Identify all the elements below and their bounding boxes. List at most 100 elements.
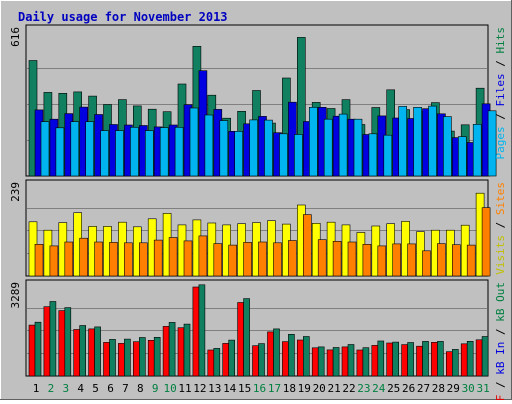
legend-hits: Hits (494, 27, 507, 54)
bar-kb-out-day-15 (243, 298, 250, 377)
bar-kb-out-day-27 (422, 341, 429, 377)
bar-pages-day-9 (159, 127, 169, 177)
legend-pages: Pages (494, 126, 507, 159)
bar-kb-out-day-19 (302, 336, 310, 377)
x-tick-label: 23 (357, 382, 370, 395)
bar-kb-f-day-17 (267, 331, 274, 377)
bar-pages-day-5 (100, 130, 109, 177)
bar-sites-day-25 (392, 243, 402, 277)
bar-sites-day-7 (124, 242, 133, 277)
bar-kb-out-day-5 (94, 326, 101, 377)
bar-pages-day-23 (368, 133, 378, 177)
x-tick-label: 22 (342, 382, 355, 395)
bar-kb-f-day-24 (371, 345, 379, 377)
bar-kb-f-day-7 (118, 343, 125, 377)
bar-sites-day-29 (451, 244, 461, 277)
bar-pages-day-10 (174, 127, 184, 177)
bar-pages-day-3 (70, 121, 80, 177)
bar-kb-out-day-6 (109, 339, 116, 377)
bar-kb-f-day-11 (177, 327, 185, 377)
bar-pages-day-18 (294, 134, 303, 177)
bar-kb-f-day-25 (386, 342, 394, 377)
x-tick-label: 31 (476, 382, 489, 395)
bar-pages-day-26 (413, 107, 422, 177)
bar-kb-out-day-30 (466, 340, 474, 377)
x-tick-label: 21 (327, 382, 340, 395)
bar-sites-day-28 (437, 243, 446, 277)
bar-pages-day-4 (85, 121, 94, 177)
x-tick-label: 27 (417, 382, 430, 395)
bar-kb-f-day-5 (88, 328, 95, 377)
bar-kb-f-day-10 (162, 326, 170, 377)
bar-sites-day-11 (183, 240, 193, 277)
bar-pages-day-17 (279, 133, 288, 177)
bar-pages-day-16 (264, 119, 273, 177)
bar-kb-f-day-29 (445, 351, 453, 377)
legend-separator: / (494, 375, 507, 395)
x-tick-label: 5 (92, 382, 99, 395)
bar-kb-f-day-20 (311, 347, 319, 377)
bar-sites-day-20 (317, 239, 327, 277)
bar-kb-f-day-23 (356, 349, 364, 377)
bar-kb-out-day-12 (198, 284, 206, 377)
x-tick-label: 16 (253, 382, 266, 395)
bar-kb-out-day-20 (317, 346, 325, 377)
y-max-label: 239 (9, 182, 22, 202)
bar-pages-day-22 (353, 118, 363, 177)
bar-kb-out-day-29 (451, 349, 459, 377)
x-tick-label: 25 (387, 382, 400, 395)
bar-kb-out-day-10 (168, 322, 176, 377)
bar-kb-f-day-14 (222, 343, 229, 377)
bar-kb-out-day-2 (49, 301, 57, 377)
bar-kb-f-day-3 (58, 310, 66, 377)
bar-pages-day-21 (338, 113, 348, 177)
x-tick-label: 28 (432, 382, 445, 395)
bar-kb-out-day-7 (124, 338, 131, 377)
bar-kb-out-day-3 (64, 307, 72, 377)
bar-sites-day-23 (362, 244, 372, 277)
x-tick-label: 13 (208, 382, 221, 395)
bar-sites-day-13 (213, 243, 223, 277)
bar-kb-f-day-18 (282, 341, 289, 377)
bar-sites-day-18 (288, 240, 297, 277)
bar-sites-day-12 (198, 235, 208, 277)
bar-sites-day-31 (481, 207, 491, 277)
bar-sites-day-24 (377, 245, 387, 277)
bar-kb-f-day-15 (237, 302, 244, 377)
x-tick-label: 8 (137, 382, 144, 395)
bar-pages-day-1 (40, 121, 50, 177)
bar-kb-out-day-4 (79, 325, 86, 377)
bar-sites-day-19 (302, 214, 312, 277)
bar-kb-out-day-31 (481, 336, 489, 377)
bar-kb-f-day-31 (475, 339, 483, 377)
legend-separator: / (494, 54, 507, 74)
bar-kb-out-day-23 (362, 347, 370, 377)
bar-kb-f-day-12 (192, 286, 200, 377)
bar-kb-out-day-28 (437, 341, 444, 377)
bar-sites-day-4 (79, 237, 88, 277)
bar-kb-out-day-1 (34, 321, 42, 377)
bar-pages-day-27 (428, 105, 437, 177)
bar-pages-day-6 (115, 130, 124, 177)
bar-sites-day-6 (109, 242, 118, 277)
bar-kb-out-day-24 (377, 340, 385, 377)
x-tick-label: 14 (223, 382, 237, 395)
right-legend: kB F / kB In / kB Out (494, 282, 507, 400)
bar-kb-out-day-26 (407, 342, 414, 377)
bar-pages-day-19 (308, 107, 318, 177)
bar-pages-day-11 (189, 107, 199, 177)
x-tick-label: 30 (462, 382, 475, 395)
x-tick-label: 2 (48, 382, 55, 395)
y-max-label: 3289 (9, 282, 22, 309)
legend-visits: Visits (494, 235, 507, 275)
bar-sites-day-5 (94, 241, 103, 277)
bar-pages-day-29 (457, 136, 467, 177)
bar-kb-out-day-16 (258, 343, 265, 377)
bar-kb-out-day-9 (153, 336, 161, 377)
bar-sites-day-16 (258, 241, 267, 277)
legend-separator: / (494, 215, 507, 235)
bar-kb-f-day-6 (103, 342, 110, 377)
bar-sites-day-1 (34, 244, 44, 277)
